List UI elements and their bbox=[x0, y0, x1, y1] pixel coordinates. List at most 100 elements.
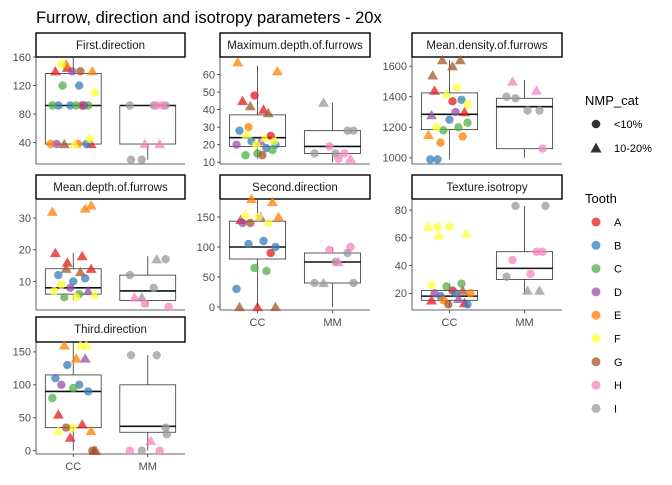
legend-label-color: B bbox=[614, 240, 621, 252]
data-point-circle bbox=[76, 67, 85, 76]
data-point-circle bbox=[433, 222, 442, 231]
data-point-circle bbox=[264, 218, 273, 228]
data-point-circle bbox=[466, 289, 475, 298]
data-point-circle bbox=[457, 279, 466, 288]
facet-panel: Second.direction 0 50 100 150 CC MM bbox=[197, 174, 371, 329]
box-iqr bbox=[495, 251, 554, 280]
data-point-triangle bbox=[429, 85, 440, 95]
legend-key-color bbox=[591, 287, 601, 297]
data-point-triangle bbox=[457, 285, 469, 295]
data-point-triangle bbox=[52, 409, 64, 419]
legend-label-color: C bbox=[614, 264, 622, 276]
data-point-triangle bbox=[64, 432, 76, 442]
data-point-triangle bbox=[70, 353, 82, 363]
data-point-circle bbox=[523, 106, 532, 115]
facet-strip-label: Texture.isotropy bbox=[446, 182, 527, 194]
data-point-circle bbox=[427, 280, 436, 290]
data-point-circle bbox=[67, 67, 77, 76]
y-tick-label: 30 bbox=[19, 213, 31, 225]
data-point-circle bbox=[48, 101, 57, 110]
data-point-circle bbox=[137, 155, 146, 164]
legend-label-color: A bbox=[614, 217, 622, 229]
data-point-triangle bbox=[52, 425, 64, 436]
facet-panel: Mean.density.of.furrows 1000 1200 1400 1600 bbox=[383, 32, 563, 165]
facet-strip-label: First.direction bbox=[76, 40, 145, 52]
data-point-triangle bbox=[427, 70, 439, 80]
legend-key-color bbox=[591, 310, 601, 320]
data-point-circle bbox=[349, 278, 358, 288]
facet-panel: Mean.depth.of.furrows 10 20 30 bbox=[19, 174, 186, 312]
data-point-triangle bbox=[76, 250, 88, 261]
data-point-triangle bbox=[423, 129, 434, 140]
data-point-triangle bbox=[240, 208, 251, 219]
data-point-triangle bbox=[237, 95, 248, 106]
data-point-circle bbox=[426, 155, 435, 164]
data-point-triangle bbox=[459, 106, 470, 117]
data-point-triangle bbox=[252, 301, 263, 312]
legend-label-color: H bbox=[614, 380, 622, 392]
y-tick-label: 1400 bbox=[383, 92, 407, 104]
y-tick-label: 120 bbox=[13, 80, 31, 92]
legend-label-color: G bbox=[614, 357, 623, 369]
data-point-circle bbox=[51, 374, 60, 383]
data-point-triangle bbox=[345, 153, 356, 163]
facet-strip bbox=[411, 174, 563, 200]
data-point-circle bbox=[325, 245, 334, 255]
data-point-circle bbox=[161, 423, 170, 432]
facet-strip bbox=[411, 32, 563, 58]
data-point-circle bbox=[83, 387, 93, 396]
data-point-circle bbox=[63, 360, 72, 370]
data-point-circle bbox=[448, 97, 457, 106]
data-point-circle bbox=[463, 100, 472, 109]
facet-strip-label: Second.direction bbox=[252, 182, 338, 194]
y-tick-label: 150 bbox=[13, 347, 31, 359]
data-point-triangle bbox=[79, 203, 91, 213]
data-point-circle bbox=[541, 201, 550, 211]
data-point-circle bbox=[52, 139, 61, 149]
box-iqr bbox=[228, 220, 287, 260]
y-tick-label: 60 bbox=[395, 233, 407, 245]
data-point-triangle bbox=[88, 288, 100, 299]
y-tick-label: 80 bbox=[19, 109, 31, 121]
data-point-triangle bbox=[433, 229, 445, 240]
legend-key-color bbox=[591, 217, 601, 227]
data-point-circle bbox=[232, 284, 241, 294]
x-tick-label: CC bbox=[250, 317, 266, 329]
data-point-triangle bbox=[46, 206, 58, 216]
data-point-circle bbox=[69, 383, 78, 393]
data-point-circle bbox=[526, 269, 535, 279]
data-point-triangle bbox=[262, 107, 274, 118]
data-point-circle bbox=[158, 101, 167, 110]
x-tick-label: MM bbox=[139, 461, 157, 473]
box-iqr bbox=[119, 105, 177, 145]
data-point-circle bbox=[432, 123, 441, 132]
data-point-triangle bbox=[267, 196, 278, 207]
data-point-circle bbox=[155, 446, 164, 455]
data-point-triangle bbox=[145, 435, 157, 445]
data-point-circle bbox=[538, 247, 547, 256]
data-point-circle bbox=[340, 149, 349, 158]
y-tick-label: 50 bbox=[203, 87, 215, 99]
data-point-triangle bbox=[507, 76, 518, 86]
data-point-circle bbox=[457, 95, 466, 105]
data-point-circle bbox=[451, 107, 460, 117]
legend-label-shape: <10% bbox=[614, 119, 643, 131]
data-point-triangle bbox=[58, 340, 70, 350]
y-tick-label: 20 bbox=[19, 245, 31, 257]
data-point-circle bbox=[149, 283, 158, 292]
data-point-triangle bbox=[534, 285, 545, 295]
x-tick-label: CC bbox=[65, 461, 81, 473]
data-point-circle bbox=[140, 299, 149, 308]
y-tick-label: 50 bbox=[203, 272, 215, 284]
data-point-circle bbox=[57, 380, 66, 390]
legend-key-triangle bbox=[590, 142, 602, 153]
data-point-circle bbox=[502, 92, 511, 101]
data-point-circle bbox=[75, 81, 84, 90]
data-point-triangle bbox=[58, 138, 70, 149]
y-tick-label: 40 bbox=[19, 137, 31, 149]
data-point-circle bbox=[72, 101, 81, 110]
facet-panel: Third.direction 0 50 100 150 CC MM bbox=[13, 316, 186, 473]
data-point-circle bbox=[46, 139, 55, 149]
data-point-triangle bbox=[423, 221, 434, 231]
